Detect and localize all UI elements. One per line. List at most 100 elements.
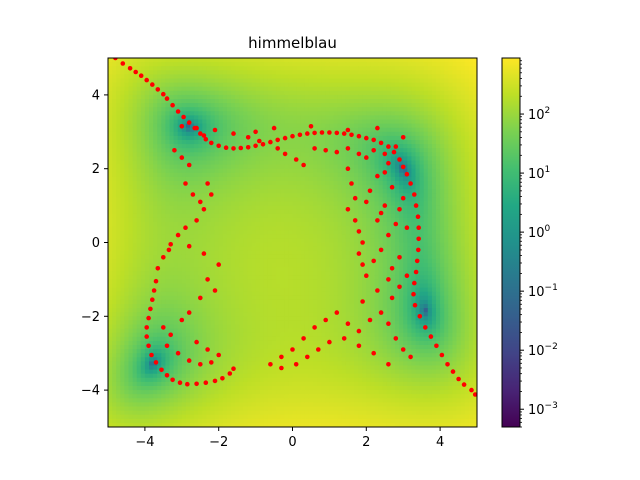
heatmap-cell [239, 205, 244, 211]
heatmap-cell [415, 90, 421, 96]
heatmap-cell [321, 185, 326, 190]
heatmap-cell [382, 176, 388, 182]
heatmap-cell [304, 66, 310, 71]
heatmap-cell [374, 107, 380, 112]
heatmap-cell [181, 271, 187, 276]
heatmap-cell [431, 205, 437, 211]
heatmap-cell [247, 205, 253, 211]
heatmap-cell [341, 271, 347, 276]
heatmap-cell [153, 193, 158, 198]
heatmap-cell [280, 181, 285, 186]
heatmap-cell [272, 107, 277, 112]
heatmap-cell [243, 58, 248, 63]
heatmap-cell [358, 176, 363, 182]
heatmap-cell [210, 172, 216, 178]
heatmap-cell [239, 201, 244, 207]
heatmap-cell [354, 99, 359, 104]
heatmap-cell [472, 82, 477, 88]
heatmap-cell [255, 127, 261, 133]
heatmap-cell [132, 242, 138, 248]
heatmap-cell [210, 217, 216, 223]
heatmap-cell [333, 181, 339, 186]
heatmap-cell [419, 94, 425, 100]
heatmap-cell [423, 234, 429, 239]
heatmap-cell [218, 74, 224, 80]
heatmap-cell [144, 99, 150, 104]
heatmap-cell [349, 172, 355, 178]
heatmap-cell [181, 86, 187, 92]
heatmap-cell [427, 250, 433, 256]
heatmap-cell [460, 115, 466, 121]
heatmap-cell [436, 250, 441, 256]
heatmap-cell [157, 107, 162, 112]
heatmap-cell [185, 222, 191, 227]
heatmap-cell [349, 254, 355, 260]
heatmap-cell [243, 197, 248, 203]
heatmap-cell [292, 176, 298, 182]
heatmap-cell [210, 263, 216, 268]
heatmap-cell [317, 250, 322, 256]
heatmap-cell [165, 258, 171, 264]
heatmap-cell [390, 205, 396, 211]
heatmap-cell [354, 189, 359, 194]
heatmap-cell [390, 226, 396, 231]
heatmap-cell [399, 246, 404, 252]
heatmap-cell [194, 107, 199, 112]
heatmap-cell [472, 271, 477, 276]
heatmap-cell [403, 152, 408, 157]
heatmap-cell [333, 176, 339, 182]
heatmap-cell [403, 197, 408, 203]
heatmap-cell [185, 144, 191, 149]
heatmap-cell [329, 127, 335, 133]
heatmap-cell [468, 222, 474, 227]
heatmap-cell [255, 283, 261, 289]
heatmap-cell [116, 250, 121, 256]
heatmap-cell [239, 140, 244, 145]
heatmap-cell [436, 148, 441, 153]
heatmap-cell [325, 58, 330, 63]
heatmap-cell [263, 189, 269, 194]
heatmap-cell [431, 123, 437, 129]
heatmap-cell [276, 107, 281, 112]
heatmap-cell [161, 185, 166, 190]
heatmap-cell [395, 209, 400, 215]
heatmap-cell [239, 271, 244, 276]
heatmap-cell [157, 271, 162, 276]
heatmap-cell [325, 119, 330, 125]
heatmap-cell [390, 107, 396, 112]
heatmap-cell [358, 271, 363, 276]
heatmap-cell [444, 226, 449, 231]
heatmap-cell [181, 205, 187, 211]
heatmap-cell [198, 246, 203, 252]
heatmap-cell [419, 263, 425, 268]
heatmap-cell [317, 172, 322, 178]
heatmap-cell [382, 156, 388, 162]
heatmap-cell [321, 78, 326, 84]
heatmap-cell [415, 82, 421, 88]
heatmap-cell [161, 156, 166, 162]
heatmap-cell [362, 70, 367, 75]
heatmap-cell [276, 176, 281, 182]
heatmap-cell [419, 127, 425, 133]
heatmap-cell [276, 160, 281, 166]
heatmap-cell [419, 58, 425, 63]
heatmap-cell [243, 115, 248, 121]
heatmap-cell [272, 222, 277, 227]
heatmap-cell [149, 119, 154, 125]
heatmap-cell [198, 90, 203, 96]
heatmap-cell [173, 119, 179, 125]
heatmap-cell [198, 176, 203, 182]
heatmap-cell [124, 164, 130, 170]
heatmap-cell [292, 172, 298, 178]
heatmap-cell [460, 86, 466, 92]
heatmap-cell [366, 62, 371, 67]
heatmap-cell [313, 246, 318, 252]
heatmap-cell [108, 226, 113, 231]
heatmap-cell [124, 181, 130, 186]
heatmap-cell [407, 131, 412, 137]
heatmap-cell [370, 123, 376, 129]
heatmap-cell [214, 66, 220, 71]
heatmap-cell [366, 74, 371, 80]
heatmap-cell [403, 176, 408, 182]
heatmap-cell [415, 242, 421, 248]
